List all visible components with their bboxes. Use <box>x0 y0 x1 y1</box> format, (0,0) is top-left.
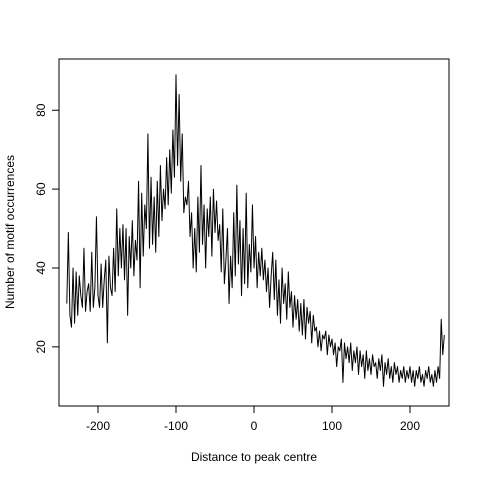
x-tick-label: 100 <box>322 419 342 433</box>
x-tick-label: -200 <box>86 419 110 433</box>
x-tick-label: 200 <box>400 419 420 433</box>
y-axis: 20 40 60 80 <box>34 103 59 354</box>
x-tick-label: 0 <box>251 419 258 433</box>
y-axis-label: Number of motif occurrences <box>3 155 17 309</box>
x-axis-label: Distance to peak centre <box>191 450 317 464</box>
x-tick-label: -100 <box>164 419 188 433</box>
x-axis: -200 -100 0 100 200 <box>86 406 420 433</box>
series-line <box>66 74 445 387</box>
y-tick-label: 40 <box>34 261 48 275</box>
y-tick-label: 60 <box>34 182 48 196</box>
y-tick-label: 20 <box>34 340 48 354</box>
y-tick-label: 80 <box>34 103 48 117</box>
